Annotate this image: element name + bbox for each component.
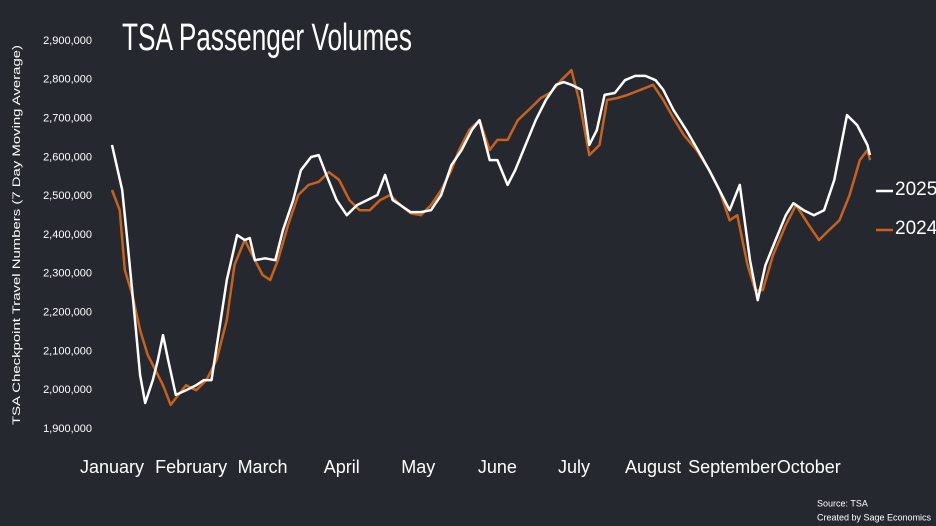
x-tick-label: October: [777, 457, 841, 477]
x-tick-label: July: [558, 457, 590, 477]
x-tick-label: January: [80, 457, 144, 477]
y-axis-label: TSA Checkpoint Travel Numbers (7 Day Mov…: [11, 45, 23, 425]
x-tick-label: June: [478, 457, 517, 477]
x-tick-label: February: [155, 457, 227, 477]
y-tick-label: 2,000,000: [43, 384, 92, 396]
y-tick-label: 2,500,000: [43, 190, 92, 202]
series-line: [110, 74, 872, 405]
y-tick-label: 2,600,000: [43, 151, 92, 163]
credit-note: Created by Sage Economics: [817, 512, 932, 522]
y-tick-label: 2,900,000: [43, 35, 92, 47]
x-tick-label: March: [238, 457, 288, 477]
x-tick-label: May: [401, 457, 435, 477]
y-tick-label: 1,900,000: [43, 423, 92, 435]
y-tick-label: 2,800,000: [43, 74, 92, 86]
y-tick-label: 2,300,000: [43, 268, 92, 280]
y-tick-label: 2,400,000: [43, 229, 92, 241]
x-tick-label: April: [324, 457, 360, 477]
source-note: Source: TSA: [817, 498, 868, 508]
legend-label: 2025: [895, 179, 936, 200]
x-tick-label: August: [625, 457, 681, 477]
x-tick-label: September: [688, 457, 776, 477]
y-tick-label: 2,700,000: [43, 113, 92, 125]
y-tick-label: 2,100,000: [43, 345, 92, 357]
chart-title: TSA Passenger Volumes: [122, 17, 412, 59]
y-tick-label: 2,200,000: [43, 307, 92, 319]
legend-label: 2024: [895, 218, 936, 239]
